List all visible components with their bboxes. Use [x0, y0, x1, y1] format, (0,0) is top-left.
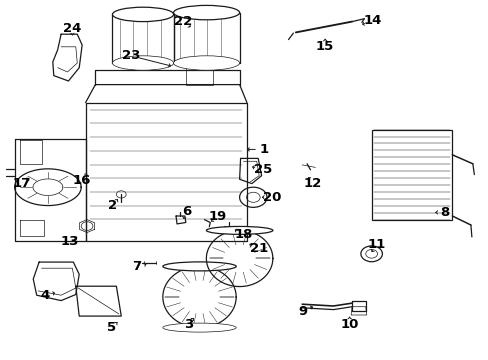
- Text: 9: 9: [298, 305, 307, 318]
- Text: 18: 18: [234, 228, 252, 240]
- Text: 17: 17: [13, 177, 31, 190]
- Text: 19: 19: [208, 210, 226, 222]
- Text: 6: 6: [182, 205, 191, 218]
- Text: 7: 7: [132, 260, 141, 273]
- Text: 15: 15: [315, 40, 334, 53]
- Text: 8: 8: [440, 206, 448, 219]
- Text: 10: 10: [340, 318, 358, 330]
- Ellipse shape: [173, 5, 239, 20]
- Text: 21: 21: [249, 242, 268, 255]
- Text: 14: 14: [363, 14, 381, 27]
- Ellipse shape: [206, 226, 272, 234]
- Ellipse shape: [112, 56, 173, 70]
- Ellipse shape: [163, 323, 236, 332]
- Ellipse shape: [112, 7, 173, 22]
- Text: 4: 4: [41, 289, 49, 302]
- Text: 5: 5: [107, 321, 116, 334]
- Bar: [371, 130, 451, 220]
- Text: 12: 12: [303, 177, 322, 190]
- Text: 23: 23: [122, 49, 140, 62]
- Text: 24: 24: [63, 22, 81, 35]
- Text: 2: 2: [108, 199, 117, 212]
- Text: 13: 13: [60, 235, 79, 248]
- Ellipse shape: [173, 56, 239, 70]
- Text: 25: 25: [253, 163, 272, 176]
- Circle shape: [360, 246, 382, 262]
- Text: 1: 1: [259, 143, 268, 156]
- Text: 3: 3: [183, 318, 192, 330]
- Text: 20: 20: [262, 191, 281, 204]
- Text: 11: 11: [366, 238, 385, 251]
- Text: 16: 16: [73, 174, 91, 186]
- Ellipse shape: [163, 262, 236, 271]
- Text: 22: 22: [174, 15, 192, 28]
